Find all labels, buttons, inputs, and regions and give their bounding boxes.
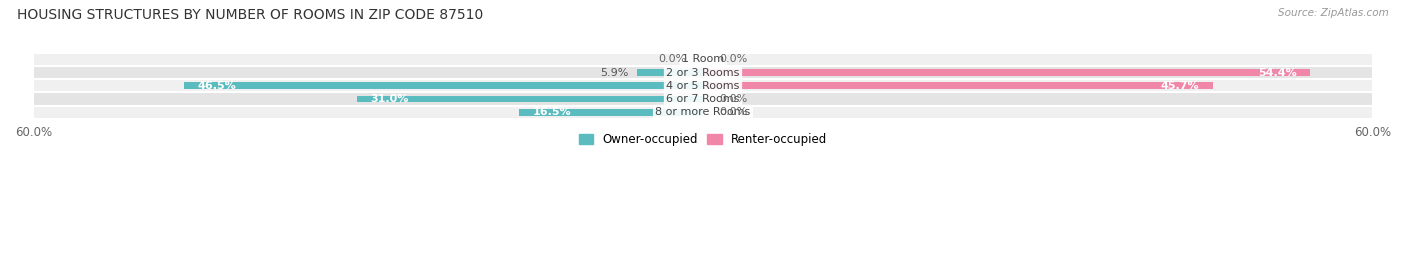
Text: 45.7%: 45.7% — [1161, 81, 1199, 91]
Bar — [34, 92, 1372, 106]
Bar — [184, 82, 703, 89]
Text: 46.5%: 46.5% — [198, 81, 236, 91]
Text: 0.0%: 0.0% — [658, 54, 686, 64]
Bar — [34, 106, 1372, 119]
Bar — [34, 66, 1372, 79]
Text: 31.0%: 31.0% — [371, 94, 409, 104]
Bar — [637, 69, 703, 76]
Bar — [357, 96, 703, 102]
Text: 6 or 7 Rooms: 6 or 7 Rooms — [666, 94, 740, 104]
Text: Source: ZipAtlas.com: Source: ZipAtlas.com — [1278, 8, 1389, 18]
Bar — [34, 79, 1372, 92]
Text: 1 Room: 1 Room — [682, 54, 724, 64]
Text: HOUSING STRUCTURES BY NUMBER OF ROOMS IN ZIP CODE 87510: HOUSING STRUCTURES BY NUMBER OF ROOMS IN… — [17, 8, 484, 22]
Text: 8 or more Rooms: 8 or more Rooms — [655, 107, 751, 117]
Bar — [34, 53, 1372, 66]
Text: 2 or 3 Rooms: 2 or 3 Rooms — [666, 68, 740, 77]
Text: 0.0%: 0.0% — [720, 94, 748, 104]
Text: 0.0%: 0.0% — [720, 107, 748, 117]
Bar — [703, 69, 1310, 76]
Text: 0.0%: 0.0% — [720, 54, 748, 64]
Bar — [519, 109, 703, 116]
Legend: Owner-occupied, Renter-occupied: Owner-occupied, Renter-occupied — [574, 129, 832, 151]
Text: 4 or 5 Rooms: 4 or 5 Rooms — [666, 81, 740, 91]
Text: 5.9%: 5.9% — [600, 68, 628, 77]
Bar — [703, 82, 1213, 89]
Text: 16.5%: 16.5% — [533, 107, 571, 117]
Text: 54.4%: 54.4% — [1258, 68, 1296, 77]
